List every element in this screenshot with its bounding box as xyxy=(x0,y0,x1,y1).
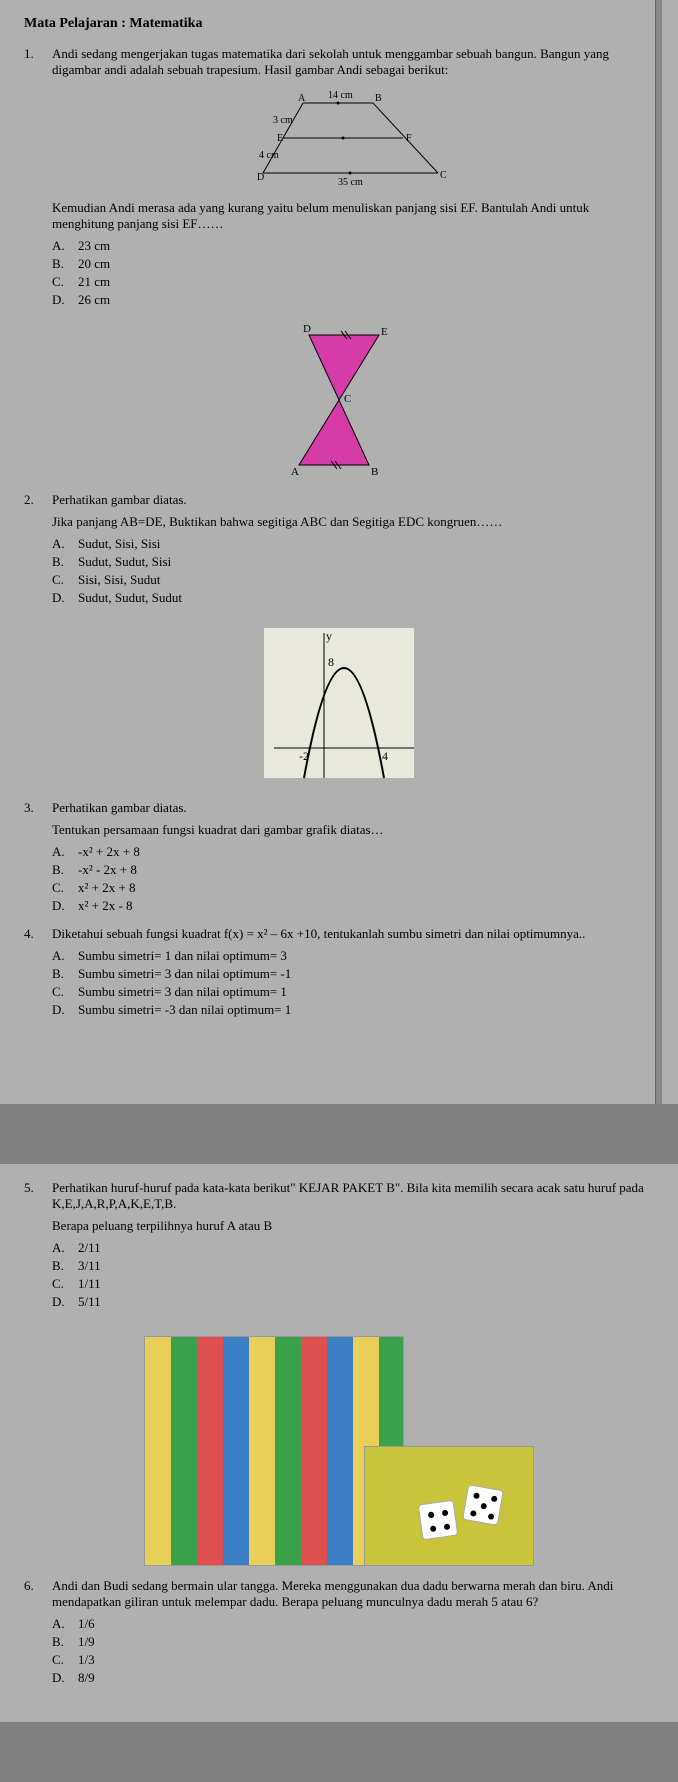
question-1: 1. Andi sedang mengerjakan tugas matemat… xyxy=(24,46,654,310)
question-5: 5. Perhatikan huruf-huruf pada kata-kata… xyxy=(24,1180,654,1312)
question-body: Andi sedang mengerjakan tugas matematika… xyxy=(52,46,654,310)
option-D: D.Sumbu simetri= -3 dan nilai optimum= 1 xyxy=(52,1002,654,1018)
option-D: D.26 cm xyxy=(52,292,654,308)
label-A: A xyxy=(291,466,299,478)
question-text-mid: Jika panjang AB=DE, Buktikan bahwa segit… xyxy=(52,514,654,530)
question-text: Andi sedang mengerjakan tugas matematika… xyxy=(52,46,654,78)
label-C: C xyxy=(440,170,447,181)
options: A.Sumbu simetri= 1 dan nilai optimum= 3 … xyxy=(52,948,654,1018)
question-text: Perhatikan gambar diatas. xyxy=(52,800,654,816)
trapezoid-figure: A B C D E F 14 cm 35 cm 3 cm 4 cm xyxy=(52,88,654,188)
label-D: D xyxy=(303,323,311,335)
options: A.Sudut, Sisi, Sisi B.Sudut, Sudut, Sisi… xyxy=(52,536,654,606)
question-text-mid: Berapa peluang terpilihnya huruf A atau … xyxy=(52,1218,654,1234)
subject-title: Mata Pelajaran : Matematika xyxy=(24,16,654,32)
label-B: B xyxy=(375,93,382,104)
question-number: 2. xyxy=(24,492,52,508)
question-4: 4. Diketahui sebuah fungsi kuadrat f(x) … xyxy=(24,926,654,1020)
die-2 xyxy=(462,1484,504,1526)
ytick: 8 xyxy=(328,655,334,669)
question-number: 4. xyxy=(24,926,52,942)
option-B: B.20 cm xyxy=(52,256,654,272)
label-C: C xyxy=(344,393,351,405)
dim-DC: 35 cm xyxy=(338,177,363,188)
option-C: C.21 cm xyxy=(52,274,654,290)
question-number: 6. xyxy=(24,1578,52,1594)
question-text-mid: Tentukan persamaan fungsi kuadrat dari g… xyxy=(52,822,654,838)
question-body: Andi dan Budi sedang bermain ular tangga… xyxy=(52,1578,654,1688)
page-2: 5. Perhatikan huruf-huruf pada kata-kata… xyxy=(0,1164,678,1722)
option-A: A.1/6 xyxy=(52,1616,654,1632)
question-6: 6. Andi dan Budi sedang bermain ular tan… xyxy=(24,1578,654,1688)
page-bottom-space xyxy=(24,1030,654,1080)
option-D: D.5/11 xyxy=(52,1294,654,1310)
board-dice-figure xyxy=(24,1336,654,1566)
question-number: 5. xyxy=(24,1180,52,1196)
option-C: C.Sumbu simetri= 3 dan nilai optimum= 1 xyxy=(52,984,654,1000)
option-C: C.1/11 xyxy=(52,1276,654,1292)
question-2: 2. Perhatikan gambar diatas. Jika panjan… xyxy=(24,492,654,608)
label-A: A xyxy=(298,93,306,104)
option-A: A.Sumbu simetri= 1 dan nilai optimum= 3 xyxy=(52,948,654,964)
option-A: A.2/11 xyxy=(52,1240,654,1256)
axis-y: y xyxy=(326,629,332,643)
options: A.2/11 B.3/11 C.1/11 D.5/11 xyxy=(52,1240,654,1310)
dice-surface xyxy=(364,1446,534,1566)
page-1: Mata Pelajaran : Matematika 1. Andi seda… xyxy=(0,0,678,1104)
option-D: D.x² + 2x - 8 xyxy=(52,898,654,914)
dim-AE: 3 cm xyxy=(273,115,293,126)
question-body: Perhatikan huruf-huruf pada kata-kata be… xyxy=(52,1180,654,1312)
label-B: B xyxy=(371,466,378,478)
label-E: E xyxy=(381,326,388,338)
question-text: Perhatikan huruf-huruf pada kata-kata be… xyxy=(52,1180,654,1212)
option-C: C.x² + 2x + 8 xyxy=(52,880,654,896)
option-A: A.Sudut, Sisi, Sisi xyxy=(52,536,654,552)
question-text: Diketahui sebuah fungsi kuadrat f(x) = x… xyxy=(52,926,654,942)
option-B: B.1/9 xyxy=(52,1634,654,1650)
triangles-figure: D E C A B xyxy=(24,320,654,480)
question-body: Diketahui sebuah fungsi kuadrat f(x) = x… xyxy=(52,926,654,1020)
xleft: -2 xyxy=(299,749,309,763)
xright: 4 xyxy=(382,749,388,763)
question-3: 3. Perhatikan gambar diatas. Tentukan pe… xyxy=(24,800,654,916)
option-A: A.-x² + 2x + 8 xyxy=(52,844,654,860)
option-C: C.Sisi, Sisi, Sudut xyxy=(52,572,654,588)
option-D: D.Sudut, Sudut, Sudut xyxy=(52,590,654,606)
dim-AB: 14 cm xyxy=(328,90,353,101)
question-number: 3. xyxy=(24,800,52,816)
trapezoid-svg: A B C D E F 14 cm 35 cm 3 cm 4 cm xyxy=(243,88,463,188)
parabola-svg: y 8 -2 4 xyxy=(254,618,424,788)
option-B: B.Sumbu simetri= 3 dan nilai optimum= -1 xyxy=(52,966,654,982)
option-C: C.1/3 xyxy=(52,1652,654,1668)
option-A: A.23 cm xyxy=(52,238,654,254)
die-1 xyxy=(418,1500,459,1541)
question-text-after: Kemudian Andi merasa ada yang kurang yai… xyxy=(52,200,654,232)
label-D: D xyxy=(257,172,264,183)
option-B: B.Sudut, Sudut, Sisi xyxy=(52,554,654,570)
question-text: Andi dan Budi sedang bermain ular tangga… xyxy=(52,1578,654,1610)
options: A.-x² + 2x + 8 B.-x² - 2x + 8 C.x² + 2x … xyxy=(52,844,654,914)
option-B: B.3/11 xyxy=(52,1258,654,1274)
question-text: Perhatikan gambar diatas. xyxy=(52,492,654,508)
label-F: F xyxy=(406,133,412,144)
option-B: B.-x² - 2x + 8 xyxy=(52,862,654,878)
question-body: Perhatikan gambar diatas. Tentukan persa… xyxy=(52,800,654,916)
dim-ED: 4 cm xyxy=(259,150,279,161)
option-D: D.8/9 xyxy=(52,1670,654,1686)
label-E: E xyxy=(277,133,283,144)
options: A.1/6 B.1/9 C.1/3 D.8/9 xyxy=(52,1616,654,1686)
parabola-figure: y 8 -2 4 xyxy=(24,618,654,788)
question-body: Perhatikan gambar diatas. Jika panjang A… xyxy=(52,492,654,608)
question-number: 1. xyxy=(24,46,52,62)
triangles-svg: D E C A B xyxy=(259,320,419,480)
options: A.23 cm B.20 cm C.21 cm D.26 cm xyxy=(52,238,654,308)
